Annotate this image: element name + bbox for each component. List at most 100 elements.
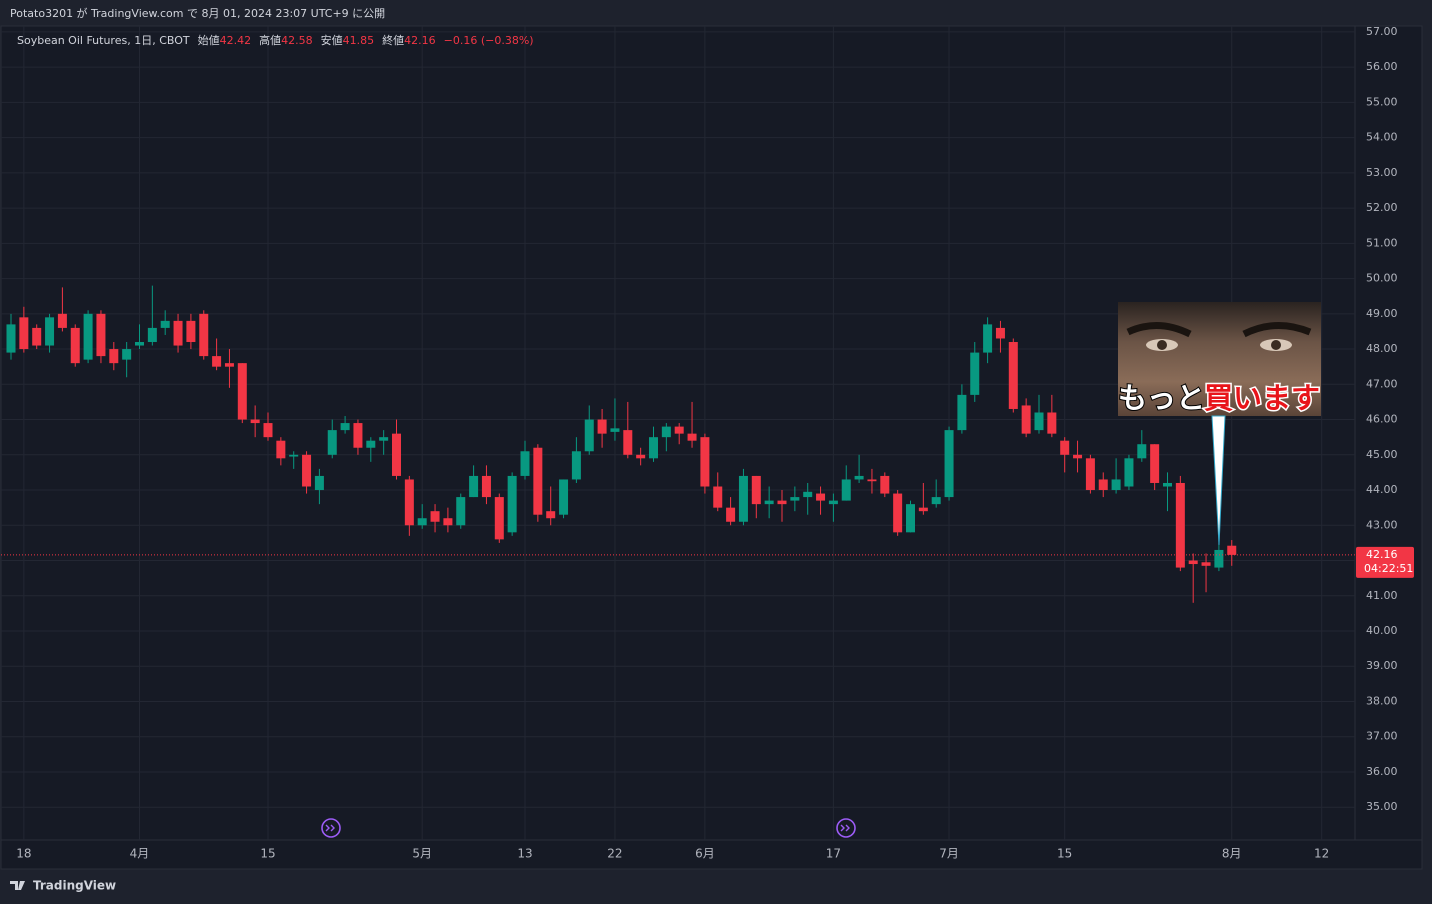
y-tick-label: 55.00 bbox=[1366, 95, 1398, 108]
x-tick-label: 18 bbox=[16, 847, 31, 861]
candle-body bbox=[867, 479, 877, 482]
x-tick-label: 17 bbox=[826, 847, 841, 861]
y-tick-label: 52.00 bbox=[1366, 201, 1398, 214]
candle-body bbox=[520, 451, 530, 476]
open-value: 42.42 bbox=[220, 34, 252, 47]
candle-body bbox=[687, 433, 697, 441]
candle-body bbox=[918, 507, 928, 512]
candle-body bbox=[649, 437, 658, 459]
candle-body bbox=[931, 497, 941, 505]
candle-body bbox=[173, 320, 183, 346]
candle-body bbox=[1175, 482, 1185, 568]
y-tick-label: 47.00 bbox=[1366, 377, 1398, 390]
candle-body bbox=[314, 475, 324, 491]
low-label: 安値 bbox=[321, 33, 343, 47]
y-tick-label: 38.00 bbox=[1366, 694, 1398, 707]
candle-body bbox=[1008, 342, 1018, 409]
candle-body bbox=[995, 327, 1005, 339]
y-tick-label: 40.00 bbox=[1366, 624, 1398, 637]
candle-body bbox=[841, 479, 851, 501]
candle-body bbox=[597, 419, 607, 434]
candle-body bbox=[1073, 454, 1083, 459]
candle-body bbox=[1201, 562, 1211, 566]
candle-body bbox=[443, 518, 453, 526]
candle-body bbox=[57, 313, 67, 328]
candle-body bbox=[289, 454, 299, 457]
y-tick-label: 37.00 bbox=[1366, 730, 1398, 743]
price-tag bbox=[1356, 546, 1414, 578]
candle-body bbox=[983, 324, 993, 353]
candle-body bbox=[1034, 412, 1044, 431]
candle-body bbox=[1188, 560, 1198, 565]
annotation-pointer bbox=[1211, 415, 1226, 546]
candle-body bbox=[186, 320, 196, 343]
candle-body bbox=[109, 349, 119, 364]
candle-body bbox=[417, 518, 427, 526]
candle-body bbox=[970, 352, 980, 395]
candle-body bbox=[1111, 479, 1121, 491]
x-tick-label: 13 bbox=[517, 847, 532, 861]
candle-body bbox=[45, 317, 55, 346]
candle-body bbox=[6, 324, 16, 353]
event-icon[interactable] bbox=[836, 818, 856, 838]
candle-body bbox=[546, 511, 556, 519]
y-tick-label: 45.00 bbox=[1366, 448, 1398, 461]
candle-body bbox=[790, 497, 800, 501]
logo bbox=[10, 881, 25, 890]
candle-body bbox=[456, 497, 466, 526]
candle-body bbox=[19, 317, 29, 350]
event-icon[interactable] bbox=[321, 818, 341, 838]
candle-body bbox=[906, 504, 915, 533]
candles bbox=[1, 285, 1355, 603]
change: −0.16 (−0.38%) bbox=[444, 34, 534, 47]
candle-body bbox=[610, 428, 620, 432]
candle-body bbox=[584, 419, 594, 452]
candle-body bbox=[199, 313, 209, 357]
y-tick-label: 51.00 bbox=[1366, 236, 1398, 249]
x-tick-label: 22 bbox=[607, 847, 622, 861]
symbol: Soybean Oil Futures, 1日, CBOT bbox=[17, 34, 190, 47]
candle-body bbox=[392, 433, 401, 476]
chart-pane bbox=[0, 25, 1423, 870]
candle-body bbox=[1227, 545, 1237, 555]
candle-body bbox=[122, 349, 132, 360]
candle-body bbox=[160, 320, 170, 328]
annotation-image bbox=[1118, 302, 1321, 416]
countdown: 04:22:51 bbox=[1364, 562, 1413, 575]
y-tick-label: 53.00 bbox=[1366, 166, 1398, 179]
candle-body bbox=[135, 342, 144, 346]
y-tick-label: 54.00 bbox=[1366, 131, 1398, 144]
annotation: もっと 買います bbox=[1117, 302, 1322, 546]
candle-body bbox=[327, 430, 337, 455]
candle-body bbox=[379, 437, 389, 441]
candle-body bbox=[700, 437, 710, 487]
candle-body bbox=[1163, 482, 1172, 487]
candle-body bbox=[353, 423, 363, 448]
x-tick-label: 6月 bbox=[695, 847, 715, 861]
candle-body bbox=[764, 500, 774, 505]
candle-body bbox=[1124, 458, 1134, 487]
event-icons bbox=[321, 818, 856, 838]
candle-body bbox=[481, 475, 491, 498]
candle-body bbox=[1060, 440, 1070, 455]
event-icon-glyph bbox=[325, 824, 335, 832]
x-tick-label: 12 bbox=[1314, 847, 1329, 861]
y-tick-label: 41.00 bbox=[1366, 589, 1398, 602]
candle-body bbox=[212, 356, 222, 367]
y-tick-label: 39.00 bbox=[1366, 659, 1398, 672]
high-label: 高値 bbox=[259, 33, 281, 47]
open-label: 始値 bbox=[198, 33, 220, 47]
candle-body bbox=[237, 363, 247, 420]
y-tick-label: 44.00 bbox=[1366, 483, 1398, 496]
y-tick-label: 57.00 bbox=[1366, 25, 1398, 38]
candle-body bbox=[803, 491, 813, 498]
x-tick-label: 15 bbox=[1057, 847, 1072, 861]
legend-text: Soybean Oil Futures, 1日, CBOT 始値42.42 高値 42… bbox=[17, 33, 534, 47]
y-tick-label: 36.00 bbox=[1366, 765, 1398, 778]
y-tick-label: 50.00 bbox=[1366, 272, 1398, 285]
candle-body bbox=[533, 447, 543, 515]
candle-body bbox=[469, 475, 479, 498]
close-value: 42.16 bbox=[404, 34, 436, 47]
x-tick-label: 4月 bbox=[130, 847, 150, 861]
